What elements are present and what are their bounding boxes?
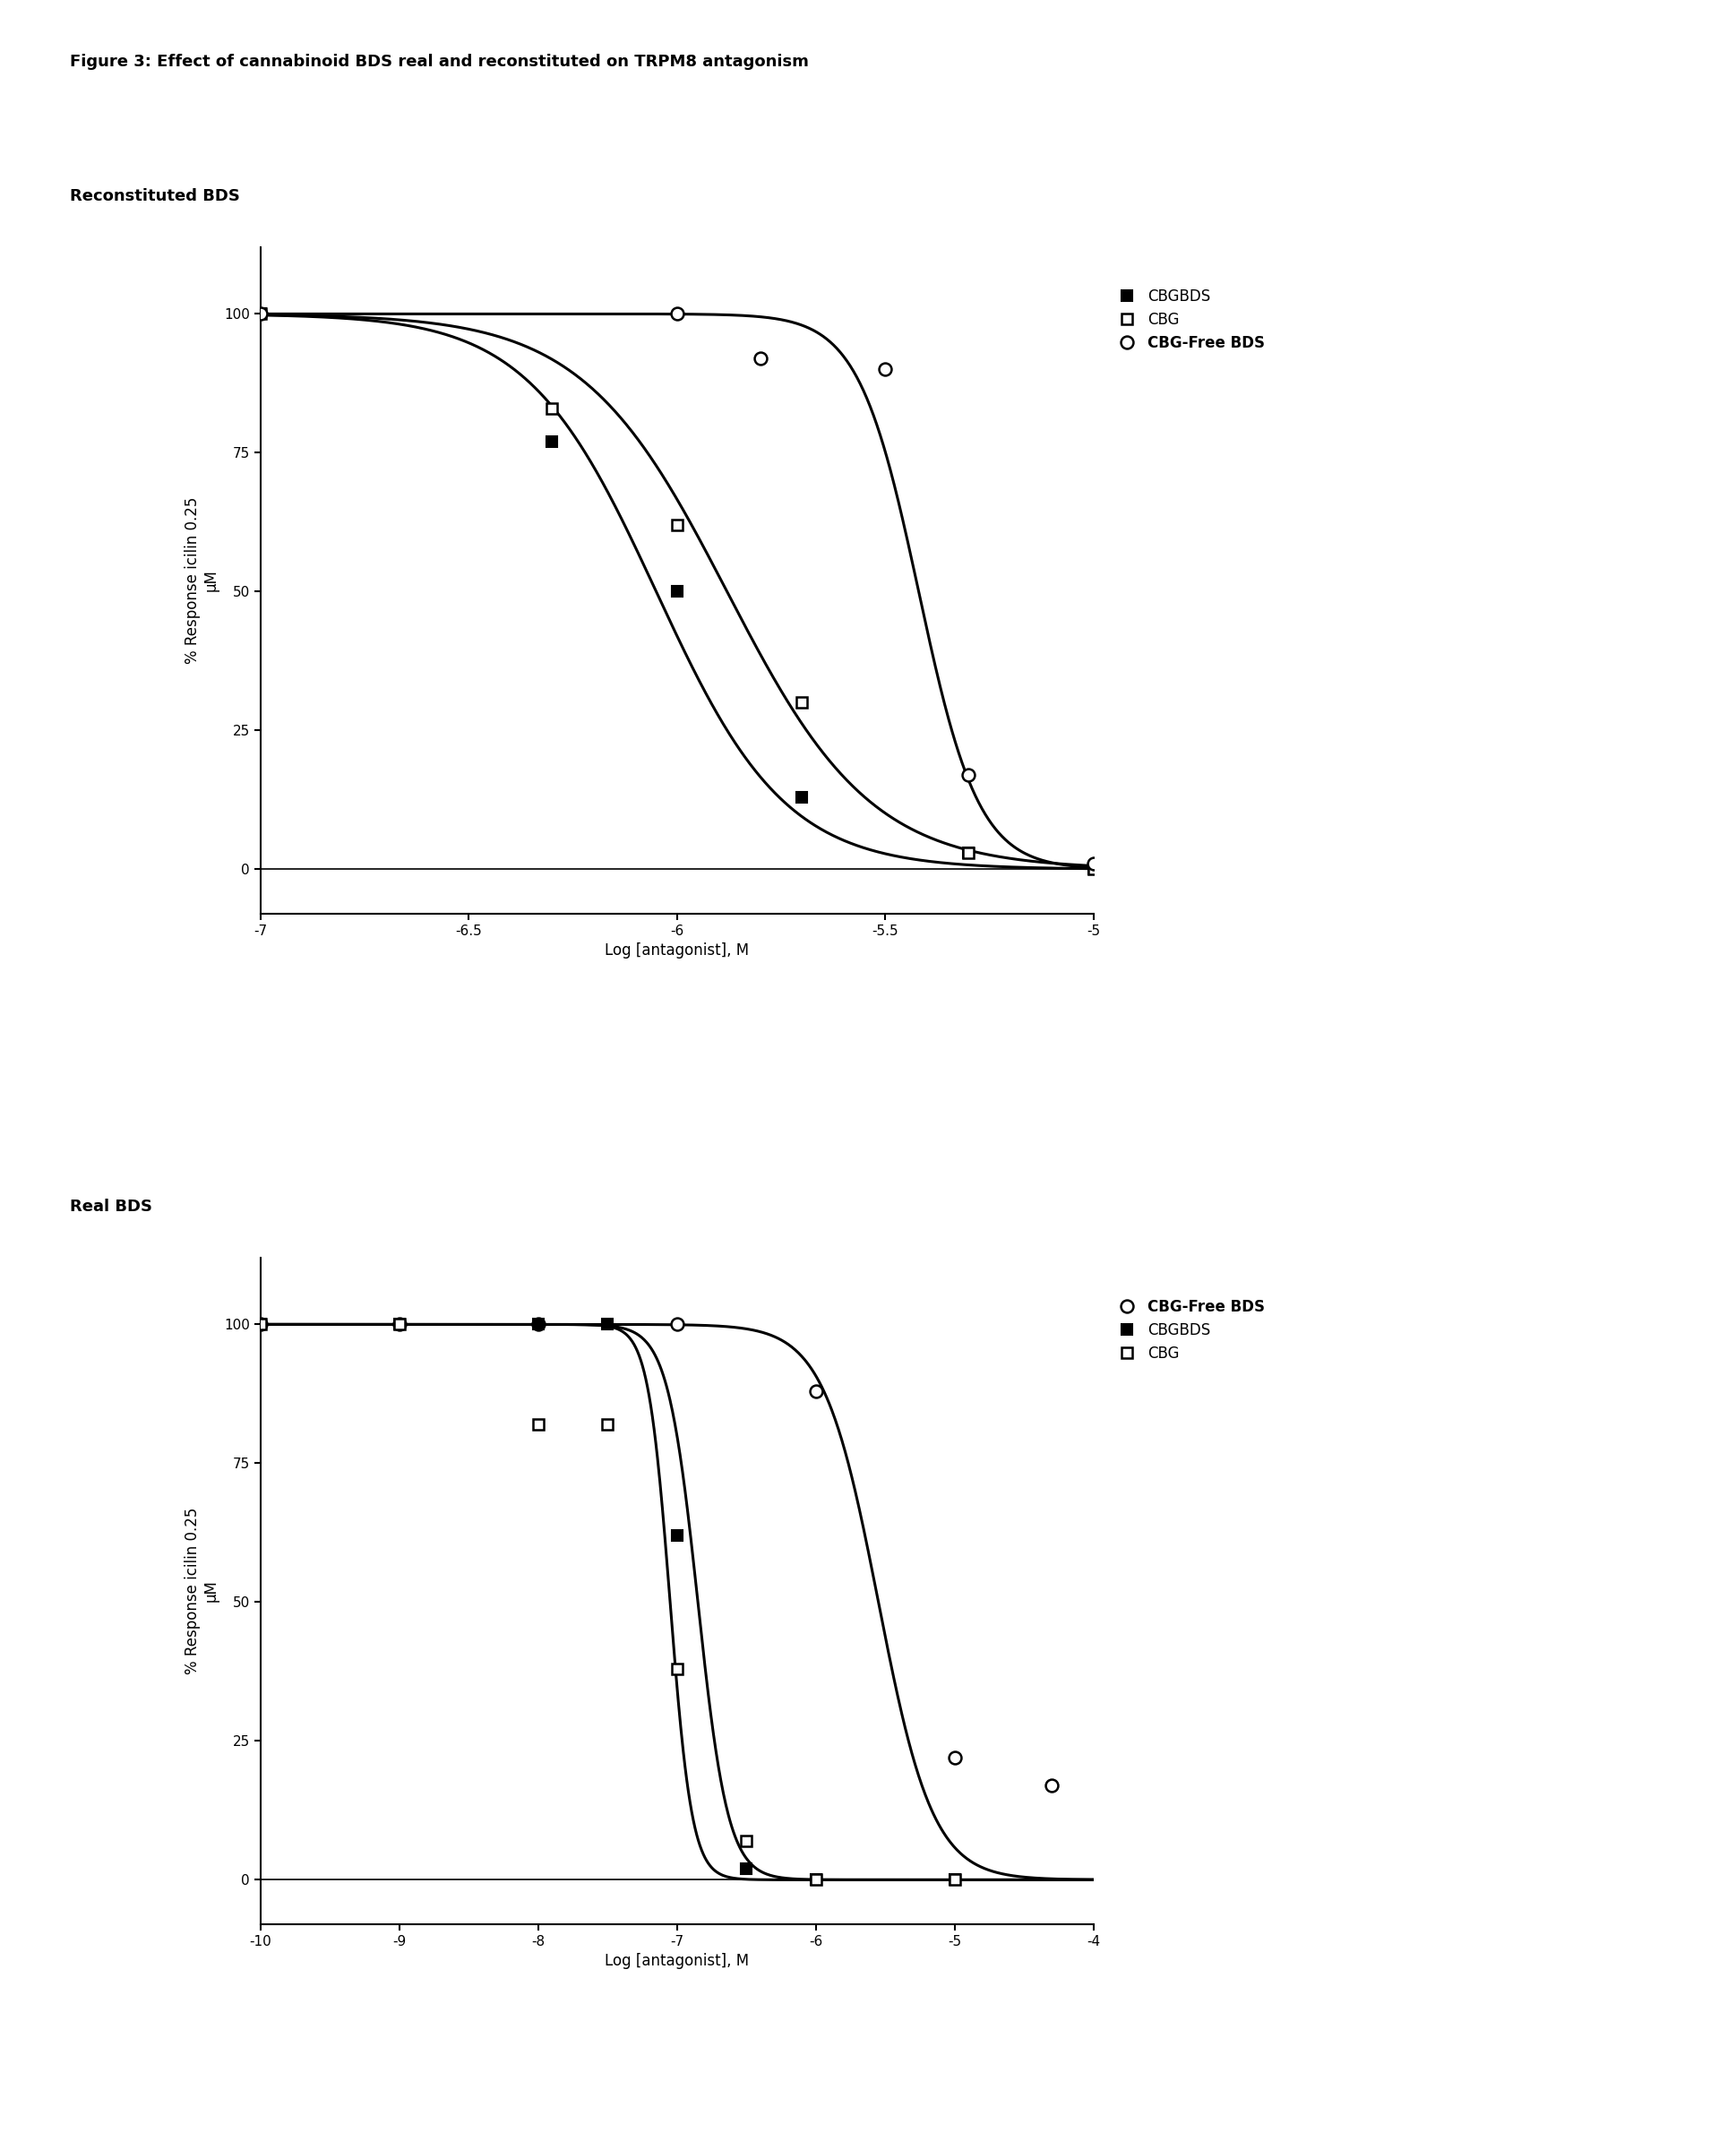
Text: Real BDS: Real BDS [69, 1200, 151, 1215]
X-axis label: Log [antagonist], M: Log [antagonist], M [604, 942, 750, 959]
Y-axis label: % Response icilin 0.25
μM: % Response icilin 0.25 μM [184, 1507, 219, 1675]
X-axis label: Log [antagonist], M: Log [antagonist], M [604, 1952, 750, 1969]
Legend: CBGBDS, CBG, CBG-Free BDS: CBGBDS, CBG, CBG-Free BDS [1118, 288, 1266, 350]
Legend: CBG-Free BDS, CBGBDS, CBG: CBG-Free BDS, CBGBDS, CBG [1118, 1299, 1266, 1361]
Text: Figure 3: Effect of cannabinoid BDS real and reconstituted on TRPM8 antagonism: Figure 3: Effect of cannabinoid BDS real… [69, 54, 809, 69]
Y-axis label: % Response icilin 0.25
μM: % Response icilin 0.25 μM [184, 497, 219, 664]
Text: Reconstituted BDS: Reconstituted BDS [69, 187, 240, 204]
